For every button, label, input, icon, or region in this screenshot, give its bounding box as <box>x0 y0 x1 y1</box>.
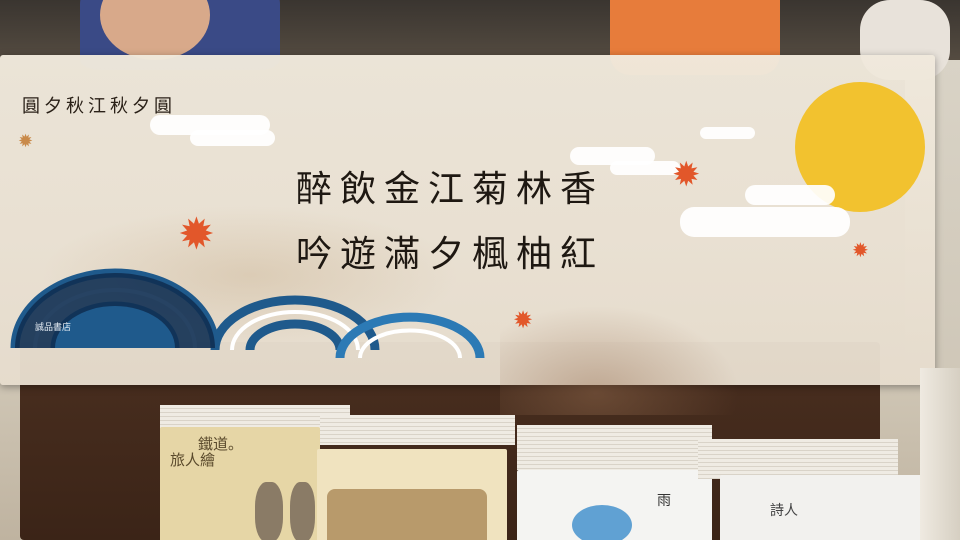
maple-leaf-icon: ✹ <box>672 155 701 195</box>
book-stack <box>517 425 712 470</box>
maple-leaf-icon: ✹ <box>18 131 34 152</box>
seal-script-header: 圓夕秋江秋夕圓 <box>22 96 176 117</box>
ink-splash <box>572 505 632 540</box>
cloud <box>700 127 755 139</box>
illustration <box>290 482 315 540</box>
book-cover <box>317 449 507 540</box>
store-logo: 誠品書店 <box>35 323 72 333</box>
cloud <box>745 185 835 205</box>
book-title: 雨 <box>657 493 671 509</box>
book-display: 鐵道。 旅人繪 雨 詩人 <box>155 405 925 540</box>
book-stack <box>320 415 515 445</box>
poem-line-2: 吟遊滿夕楓柚紅 <box>295 234 604 275</box>
acrylic-sign: ✹ ✹ ✹ ✹ ✹ 圓夕秋江秋夕圓 誠品書店 醉飲金江菊林香 吟遊滿夕楓柚紅 <box>0 55 935 415</box>
wave-pattern <box>10 268 485 359</box>
book-cover: 鐵道。 旅人繪 <box>160 427 320 540</box>
illustration <box>327 489 487 540</box>
ink-mountain <box>500 305 740 415</box>
book-stack <box>160 405 350 430</box>
cloud <box>190 130 275 146</box>
book-title: 鐵道。 <box>198 435 244 453</box>
maple-leaf-icon: ✹ <box>852 238 869 262</box>
book-cover: 雨 <box>517 470 712 540</box>
maple-leaf-icon: ✹ <box>513 306 534 334</box>
illustration <box>255 482 283 540</box>
cloud <box>610 161 680 175</box>
cloud <box>680 207 850 237</box>
cloud <box>570 147 655 165</box>
poem-line-1: 醉飲金江菊林香 <box>295 169 604 210</box>
book-cover: 詩人 <box>720 475 925 540</box>
book-stack <box>698 439 898 479</box>
side-book <box>920 368 960 540</box>
book-title: 詩人 <box>770 503 798 519</box>
book-subtitle: 旅人繪 <box>170 451 216 469</box>
maple-leaf-icon: ✹ <box>178 209 215 260</box>
